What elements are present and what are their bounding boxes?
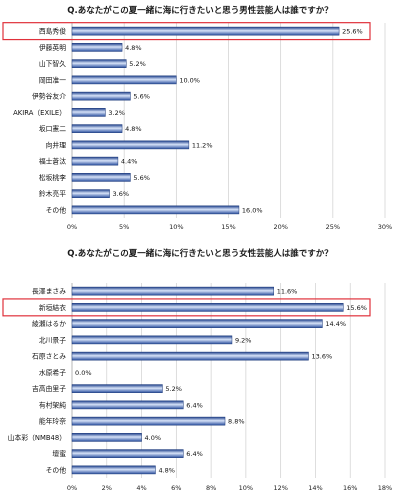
female-value-label: 14.4% (325, 320, 346, 328)
female-value-label: 8.8% (228, 418, 245, 426)
male-bar (71, 156, 119, 166)
female-tick-label: 18% (378, 484, 392, 492)
female-highlight-box (2, 298, 371, 317)
female-chart: Q.あなたがこの夏一緒に海に行きたいと思う女性芸能人は誰ですか？ 0% 2% 4% 6… (2, 248, 392, 492)
female-bar (71, 319, 323, 328)
female-category-label: 壇蜜 (52, 449, 66, 458)
male-value-label: 11.2% (192, 141, 213, 149)
male-tick-label: 15% (221, 223, 235, 231)
female-chart-title: Q.あなたがこの夏一緒に海に行きたいと思う女性芸能人は誰ですか？ (67, 248, 332, 259)
male-category-label: 伊勢谷友介 (32, 92, 66, 101)
female-category-label: 新垣結衣 (39, 303, 66, 312)
female-bar (71, 351, 309, 361)
female-value-label: 4.8% (158, 466, 175, 474)
female-bar (71, 384, 163, 393)
female-value-label: 0.0% (75, 369, 92, 377)
male-bar (71, 173, 131, 182)
female-category-label: 石原さとみ (32, 353, 66, 361)
male-category-label: 山下智久 (39, 59, 66, 68)
male-category-label: 松坂桃李 (39, 173, 66, 182)
female-tick-label: 6% (171, 484, 181, 492)
female-value-label: 6.4% (186, 401, 203, 409)
female-category-label: 能年玲奈 (39, 417, 66, 426)
male-category-label: 伊藤英明 (39, 43, 66, 52)
female-value-label: 9.2% (235, 336, 252, 344)
female-category-label: 北川景子 (39, 336, 66, 344)
female-bar (71, 335, 233, 345)
male-value-label: 4.8% (125, 44, 142, 52)
male-tick-label: 20% (273, 223, 287, 231)
female-category-label: 有村架純 (39, 400, 66, 409)
male-bar (71, 189, 110, 198)
male-bar (71, 43, 123, 52)
female-value-label: 11.6% (277, 288, 298, 296)
male-value-label: 5.2% (129, 60, 146, 68)
female-bar (71, 449, 184, 458)
male-value-label: 3.6% (113, 190, 130, 198)
female-tick-label: 8% (206, 484, 216, 492)
male-tick-label: 10% (169, 223, 183, 231)
female-tick-label: 4% (136, 484, 146, 492)
male-tick-label: 0% (67, 223, 77, 231)
female-value-label: 6.4% (186, 450, 203, 458)
male-bar (71, 26, 340, 36)
female-tick-label: 0% (67, 484, 77, 492)
female-category-label: 水原希子 (39, 368, 66, 377)
female-value-label: 4.0% (145, 434, 162, 442)
female-tick-label: 10% (239, 484, 253, 492)
male-bar (71, 124, 123, 133)
male-category-label: AKIRA（EXILE） (13, 109, 66, 117)
male-category-label: 福士蒼汰 (39, 157, 66, 166)
female-tick-label: 16% (343, 484, 357, 492)
male-value-label: 5.6% (133, 174, 150, 182)
female-category-label: 綾瀬はるか (32, 319, 66, 328)
male-value-label: 16.0% (242, 206, 263, 214)
male-category-label: 向井理 (46, 140, 67, 149)
male-value-label: 4.4% (121, 158, 138, 166)
male-bar (71, 140, 190, 150)
male-chart: Q.あなたがこの夏一緒に海に行きたいと思う男性芸能人は誰ですか？ 0% 5% 10%… (2, 5, 392, 231)
female-value-label: 5.2% (165, 385, 182, 393)
female-bar (71, 400, 184, 410)
female-category-label: その他 (46, 465, 67, 474)
female-tick-label: 12% (273, 484, 287, 492)
female-tick-label: 14% (308, 484, 322, 492)
female-category-label: 山本彩（NMB48） (8, 433, 66, 442)
male-category-label: 坂口憲二 (39, 124, 66, 133)
female-chart-plot: 0% 2% 4% 6% 8% 10% 12% 14% 16% 18% 長澤まさみ 11.6% 新垣結衣 1… (2, 283, 392, 492)
male-bar (71, 205, 240, 215)
male-category-label: 西島秀俊 (39, 27, 66, 36)
female-value-label: 13.6% (311, 353, 332, 361)
male-value-label: 3.2% (108, 109, 125, 117)
male-value-label: 5.6% (133, 93, 150, 101)
male-category-label: 岡田准一 (39, 75, 66, 84)
male-bar (71, 91, 131, 101)
female-bar (71, 286, 274, 296)
female-category-label: 吉高由里子 (32, 384, 66, 393)
male-value-label: 10.0% (179, 76, 200, 84)
male-chart-plot: 0% 5% 10% 15% 20% 25% 30% 西島秀俊 25.6% 伊藤英明 4.8% 山下智久… (2, 22, 392, 231)
male-tick-label: 25% (326, 223, 340, 231)
male-tick-label: 30% (378, 223, 392, 231)
female-bar (71, 465, 156, 475)
male-value-label: 25.6% (342, 28, 363, 36)
female-bar (71, 303, 344, 312)
male-bar (71, 59, 127, 68)
male-bar (71, 108, 106, 117)
female-bar (71, 416, 226, 426)
female-tick-label: 2% (102, 484, 112, 492)
male-category-label: その他 (46, 205, 67, 214)
female-bar (71, 433, 142, 442)
male-value-label: 4.8% (125, 125, 142, 133)
female-value-label: 15.6% (346, 304, 367, 312)
female-category-label: 長澤まさみ (32, 287, 66, 296)
male-chart-title: Q.あなたがこの夏一緒に海に行きたいと思う男性芸能人は誰ですか？ (67, 5, 332, 16)
male-highlight-box (2, 22, 371, 41)
male-bar (71, 75, 177, 85)
male-category-label: 鈴木亮平 (39, 189, 66, 198)
male-tick-label: 5% (119, 223, 129, 231)
